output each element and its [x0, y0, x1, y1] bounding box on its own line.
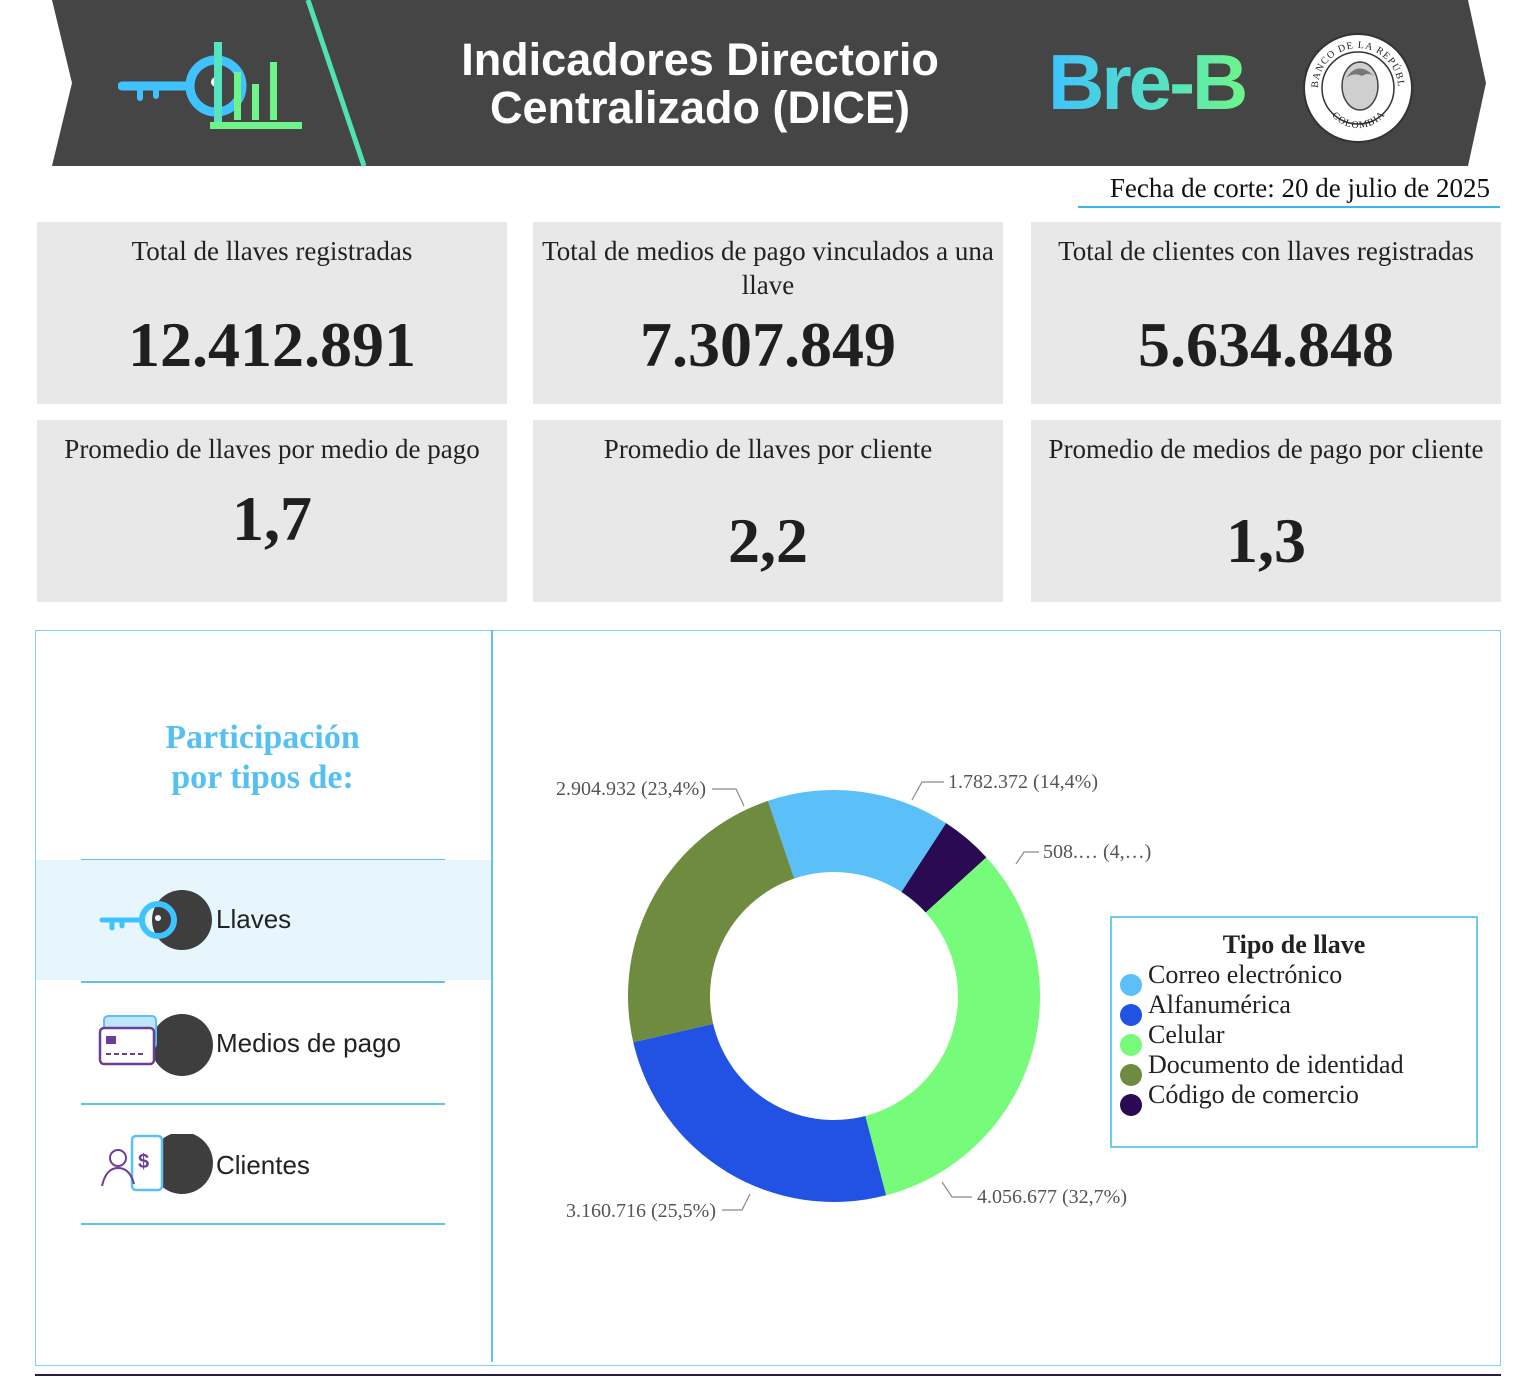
slice-leader-line — [1015, 851, 1039, 865]
key-chart-logo-icon — [118, 42, 302, 129]
participation-panel — [35, 630, 1501, 1366]
svg-text:$: $ — [138, 1151, 149, 1173]
kpi-value: 1,7 — [232, 483, 312, 554]
banner-background — [52, 0, 1486, 167]
legend-swatch — [1120, 1064, 1142, 1086]
kpi-value: 2,2 — [728, 505, 808, 576]
chart-legend: Tipo de llave Correo electrónico Alfanumé… — [1110, 916, 1478, 1148]
kpi-total-clients: Total de clientes con llaves registradas… — [1031, 222, 1501, 404]
legend-label: Código de comercio — [1148, 1080, 1359, 1109]
nav-divider — [81, 1223, 445, 1225]
brand-logo: Bre-B — [1048, 38, 1248, 126]
slice-leader-line — [712, 788, 745, 807]
nav-item-clientes[interactable]: $ Clientes — [36, 1106, 491, 1226]
kpi-value: 12.412.891 — [128, 309, 416, 380]
kpi-label: Total de llaves registradas — [131, 236, 413, 266]
nav-divider — [81, 1103, 445, 1105]
kpi-avg-keys-per-client: Promedio de llaves por cliente 2,2 — [533, 420, 1003, 602]
panel-divider — [491, 630, 493, 1362]
legend-label: Documento de identidad — [1148, 1050, 1404, 1079]
kpi-avg-keys-per-payment: Promedio de llaves por medio de pago 1,7 — [37, 420, 507, 602]
nav-divider — [81, 981, 445, 983]
kpi-total-payment-methods: Total de medios de pago vinculados a una… — [533, 222, 1003, 404]
kpi-label: Total de clientes con llaves registradas — [1058, 236, 1474, 266]
kpi-avg-payments-per-client: Promedio de medios de pago por cliente 1… — [1031, 420, 1501, 602]
donut-slice-celular[interactable] — [865, 857, 1040, 1196]
cutoff-date: Fecha de corte: 20 de julio de 2025 — [1078, 170, 1500, 208]
slice-data-label: 3.160.716 (25,5%) — [566, 1200, 716, 1222]
key-type-donut-chart: 1.782.372 (14,4%) 508.… (4,…) 4.056.677 (3… — [556, 771, 1151, 1222]
nav-label-clientes: Clientes — [216, 1150, 310, 1180]
nav-label-medios-de-pago: Medios de pago — [216, 1028, 402, 1058]
donut-slice-c-digo-de-comercio[interactable] — [901, 823, 987, 913]
cutoff-date-text: Fecha de corte: 20 de julio de 2025 — [1109, 173, 1490, 203]
header-banner: Indicadores Directorio Centralizado (DIC… — [0, 0, 1540, 170]
nav-item-medios-de-pago[interactable]: Medios de pago — [36, 984, 491, 1104]
kpi-label: Total de medios de pago vinculados a una… — [542, 236, 994, 300]
slice-leader-line — [911, 781, 944, 801]
bank-seal-icon: BANCO DE LA REPÚBLICA COLOMBIA — [1302, 32, 1413, 143]
kpi-value: 5.634.848 — [1138, 309, 1394, 380]
slice-data-label: 1.782.372 (14,4%) — [948, 771, 1098, 793]
nav-item-llaves[interactable]: Llaves — [36, 860, 491, 980]
legend-label: Celular — [1148, 1020, 1225, 1049]
banner-title: Indicadores Directorio Centralizado (DIC… — [420, 36, 980, 132]
donut-slice-alfanum-rica[interactable] — [633, 1023, 887, 1202]
kpi-value: 1,3 — [1226, 505, 1306, 576]
slice-leader-line — [722, 1193, 751, 1211]
kpi-total-keys: Total de llaves registradas 12.412.891 — [37, 222, 507, 404]
client-phone-icon: $ — [101, 1134, 213, 1194]
participation-title: Participación por tipos de: — [110, 718, 415, 798]
kpi-label: Promedio de llaves por cliente — [603, 434, 933, 464]
nav-label-llaves: Llaves — [216, 904, 292, 934]
participation-title-line1: Participación — [165, 719, 360, 756]
slice-leader-line — [941, 1181, 972, 1198]
participation-title-line2: por tipos de: — [171, 759, 354, 796]
legend-swatch — [1120, 974, 1142, 996]
bottom-edge — [35, 1374, 1501, 1378]
kpi-value: 7.307.849 — [640, 309, 896, 380]
legend-title: Tipo de llave — [1222, 930, 1366, 959]
slice-data-label: 4.056.677 (32,7%) — [977, 1186, 1127, 1208]
legend-label: Alfanumérica — [1148, 990, 1291, 1019]
card-icon — [98, 1014, 213, 1076]
slice-data-label: 508.… (4,…) — [1043, 841, 1151, 863]
kpi-label: Promedio de llaves por medio de pago — [64, 434, 480, 464]
legend-swatch — [1120, 1094, 1142, 1116]
banner-title-line1: Indicadores Directorio — [461, 34, 939, 85]
donut-slice-correo-electr-nico[interactable] — [767, 790, 947, 892]
legend-swatch — [1120, 1034, 1142, 1056]
kpi-label: Promedio de medios de pago por cliente — [1048, 434, 1484, 464]
slice-data-label: 2.904.932 (23,4%) — [556, 778, 706, 800]
legend-label: Correo electrónico — [1148, 960, 1343, 989]
banner-title-line2: Centralizado (DICE) — [489, 82, 911, 133]
donut-slice-documento-de-identidad[interactable] — [628, 800, 795, 1043]
legend-swatch — [1120, 1004, 1142, 1026]
key-icon — [99, 890, 212, 950]
